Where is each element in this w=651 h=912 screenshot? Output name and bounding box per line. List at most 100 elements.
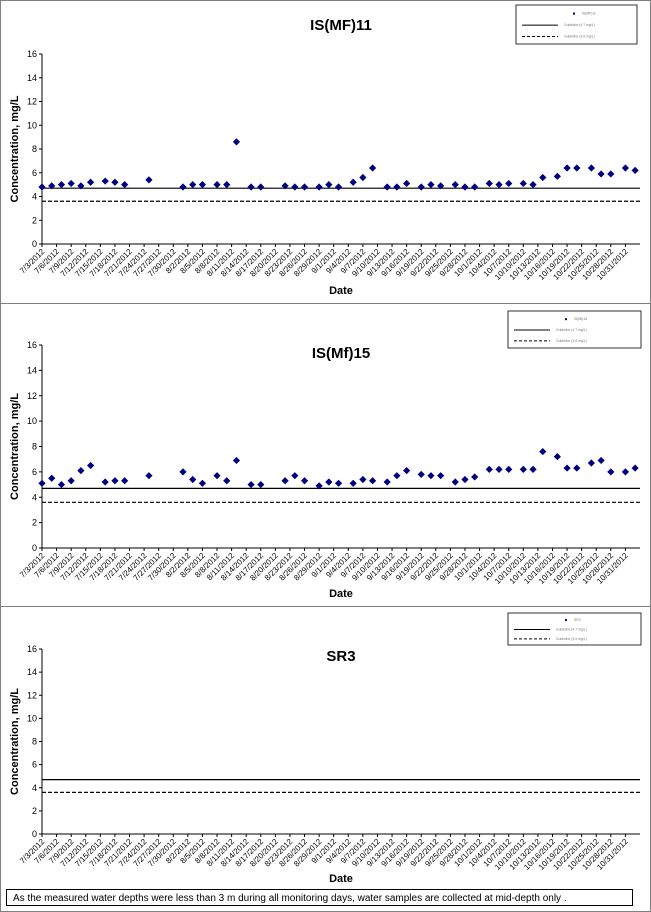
data-point <box>232 456 241 465</box>
data-point <box>471 183 479 191</box>
data-point <box>519 465 527 473</box>
data-point <box>111 477 119 485</box>
y-tick-label: 0 <box>32 829 37 839</box>
legend-entry: IS(MF)11 <box>582 12 596 16</box>
data-point <box>485 179 493 188</box>
panel-separator <box>0 606 651 607</box>
data-point <box>505 465 513 473</box>
data-point <box>145 176 153 184</box>
data-point <box>437 182 445 190</box>
data-point <box>334 479 343 487</box>
data-point <box>213 472 221 480</box>
data-point <box>383 478 391 486</box>
data-point <box>232 138 241 146</box>
data-point <box>87 178 95 186</box>
data-point <box>213 181 221 189</box>
y-tick-label: 4 <box>32 192 37 202</box>
data-point <box>451 478 459 486</box>
y-tick-label: 14 <box>27 365 37 375</box>
legend-entry: Guideline (3.6 mg/L) <box>564 35 595 39</box>
data-point <box>334 183 343 191</box>
legend-entry: Guideline (4.7 mg/L) <box>556 627 587 631</box>
data-point <box>451 181 459 189</box>
data-point <box>553 172 561 180</box>
y-tick-label: 4 <box>32 783 37 793</box>
chart-is-mf-15: IS(Mf)15 0 2 4 6 8 10 12 14 16 Concentration, mg/L… <box>9 310 642 600</box>
data-point <box>121 477 129 485</box>
y-tick-label: 10 <box>27 713 37 723</box>
data-point <box>291 183 299 191</box>
data-point <box>471 473 479 481</box>
data-point <box>427 472 435 480</box>
data-point <box>587 459 595 467</box>
data-point <box>631 464 639 472</box>
data-point <box>315 183 323 191</box>
y-tick-label: 12 <box>27 391 37 401</box>
data-point <box>369 477 377 485</box>
data-point <box>393 472 401 480</box>
data-point <box>223 181 231 189</box>
data-point <box>57 480 66 489</box>
data-point <box>198 479 207 487</box>
data-point <box>257 183 265 191</box>
data-point <box>349 479 357 487</box>
data-point <box>189 181 197 189</box>
data-point <box>198 181 207 189</box>
data-point <box>529 181 537 189</box>
y-tick-label: 16 <box>27 49 37 59</box>
x-axis-label: Date <box>329 588 353 600</box>
data-point <box>417 470 425 479</box>
data-point <box>369 164 377 172</box>
data-point <box>325 181 333 189</box>
legend-marker <box>573 12 575 15</box>
data-point <box>505 179 513 188</box>
y-tick-label: 0 <box>32 543 37 553</box>
data-point <box>101 177 109 185</box>
y-tick-label: 14 <box>27 73 37 83</box>
legend-box <box>507 310 642 349</box>
data-point <box>179 468 187 476</box>
data-point <box>247 183 255 191</box>
data-point <box>38 479 46 487</box>
data-point <box>121 181 129 189</box>
data-point <box>223 477 231 485</box>
chart-title: SR3 <box>326 648 355 665</box>
y-tick-label: 8 <box>32 144 37 154</box>
y-tick-label: 0 <box>32 239 37 249</box>
data-point <box>291 472 299 480</box>
data-point <box>257 480 265 489</box>
data-point <box>553 453 561 461</box>
data-point <box>87 461 95 470</box>
legend-entry: Guideline (3.6 mg/L) <box>556 339 587 343</box>
data-point <box>607 170 615 178</box>
y-tick-label: 6 <box>32 467 37 477</box>
chart-is-mf-11: IS(MF)11 0 2 4 6 8 10 12 14 16 Concentration, mg/L… <box>9 4 640 297</box>
x-axis-label: Date <box>329 873 353 885</box>
data-point <box>631 166 639 174</box>
y-tick-label: 16 <box>27 340 37 350</box>
data-point <box>77 467 85 475</box>
data-point <box>427 181 435 189</box>
y-tick-label: 10 <box>27 416 37 426</box>
legend-entry: Guideline (3.6 mg/L) <box>556 637 587 641</box>
data-point <box>349 178 357 186</box>
data-point <box>461 183 469 191</box>
y-axis-label: Concentration, mg/L <box>9 688 21 795</box>
x-axis-label: Date <box>329 285 353 297</box>
y-tick-label: 6 <box>32 168 37 178</box>
y-tick-label: 14 <box>27 667 37 677</box>
data-point <box>77 182 85 190</box>
data-point <box>495 465 503 473</box>
legend-entry: SR3 <box>574 618 581 622</box>
data-point <box>67 477 75 485</box>
y-axis-label: Concentration, mg/L <box>9 393 21 500</box>
legend-entry: Guideline (4.7 mg/L) <box>556 328 587 332</box>
y-tick-label: 8 <box>32 737 37 747</box>
y-tick-label: 2 <box>32 215 37 225</box>
data-point <box>111 178 119 186</box>
data-point <box>485 465 493 473</box>
y-tick-label: 2 <box>32 806 37 816</box>
data-point <box>621 164 630 172</box>
data-point <box>359 475 367 484</box>
